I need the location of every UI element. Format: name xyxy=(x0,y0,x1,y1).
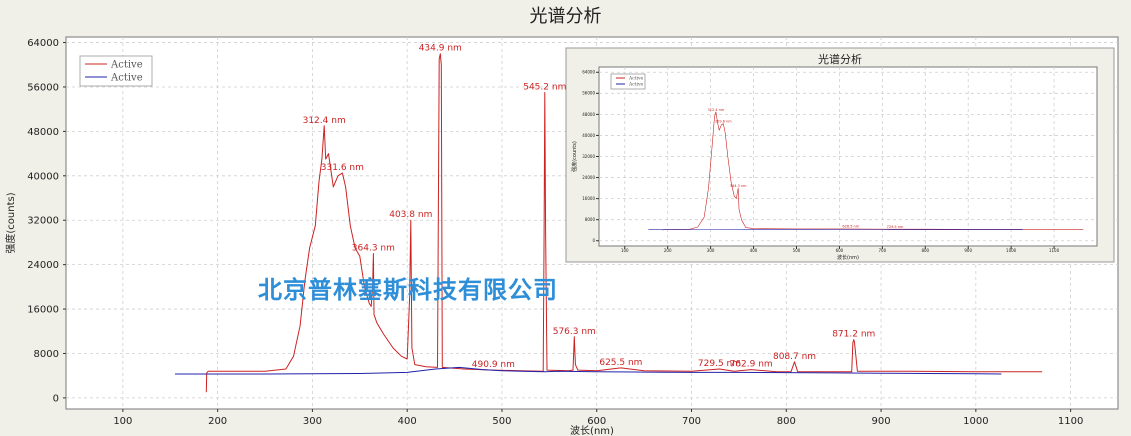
main-legend-label: Active xyxy=(110,73,143,84)
inset-x-tick-label: 100 xyxy=(621,248,629,253)
main-peak-label: 490.9 nm xyxy=(472,360,515,370)
main-series-line-2 xyxy=(175,366,1002,375)
main-x-axis-label: 波长(nm) xyxy=(570,424,614,436)
inset-y-tick-label: 24000 xyxy=(582,175,595,180)
inset-legend-label: Active xyxy=(628,82,644,88)
main-y-tick-label: 24000 xyxy=(27,260,59,271)
inset-y-tick-label: 8000 xyxy=(585,217,596,222)
main-legend: Active Active xyxy=(79,55,153,87)
main-series-line-1 xyxy=(205,53,1043,393)
main-peak-label: 331.6 nm xyxy=(321,163,364,173)
main-y-axis-label: 强度(counts) xyxy=(4,192,17,253)
main-peak-label: 364.3 nm xyxy=(352,244,395,254)
main-y-tick-label: 64000 xyxy=(27,38,59,49)
inset-peak-label: 729.5 nm xyxy=(887,225,904,229)
main-x-tick-label: 300 xyxy=(303,416,322,427)
main-x-tick-label: 200 xyxy=(208,416,227,427)
main-peak-label: 871.2 nm xyxy=(832,330,875,340)
inset-peak-label: 329.6 nm xyxy=(715,120,732,124)
main-peak-label: 434.9 nm xyxy=(419,44,462,54)
main-peak-label: 312.4 nm xyxy=(303,116,346,126)
company-watermark: 北京普林塞斯科技有限公司 xyxy=(258,276,558,304)
chart-title: 光谱分析 xyxy=(529,6,602,27)
inset-title: 光谱分析 xyxy=(818,52,862,66)
inset-x-tick-label: 900 xyxy=(964,248,972,253)
main-peak-label: 576.3 nm xyxy=(553,327,596,337)
inset-peak-label: 364.3 nm xyxy=(730,184,747,188)
inset-x-axis-label: 波长(nm) xyxy=(837,254,859,261)
inset-y-tick-label: 64000 xyxy=(582,70,595,75)
main-y-tick-label: 32000 xyxy=(27,216,59,227)
inset-x-tick-label: 1000 xyxy=(1006,248,1017,253)
inset-panel: 光谱分析 100 200 300 400 500 600 700 800 900 1000 1100 0… xyxy=(565,47,1115,263)
main-x-tick-label: 400 xyxy=(398,416,417,427)
inset-chart: 100 200 300 400 500 600 700 800 900 1000 1100 0 8000… xyxy=(571,66,1098,261)
main-y-tick-label: 16000 xyxy=(27,305,59,316)
inset-x-tick-label: 700 xyxy=(879,248,887,253)
inset-y-tick-label: 32000 xyxy=(582,154,595,159)
main-legend-label: Active xyxy=(110,60,143,71)
inset-legend-label: Active xyxy=(628,76,644,82)
inset-peak-label: 626.5 nm xyxy=(842,225,859,229)
main-y-tick-label: 56000 xyxy=(27,82,59,93)
main-y-tick-label: 48000 xyxy=(27,127,59,138)
main-x-tick-label: 100 xyxy=(113,416,132,427)
main-x-tick-label: 900 xyxy=(872,416,891,427)
inset-y-axis-label: 强度(counts) xyxy=(571,141,578,172)
inset-peak-label: 312.4 nm xyxy=(708,108,725,112)
inset-x-tick-label: 500 xyxy=(793,248,801,253)
inset-y-tick-label: 40000 xyxy=(582,133,595,138)
inset-y-tick-label: 16000 xyxy=(582,196,595,201)
main-peak-label: 762.9 nm xyxy=(730,360,773,370)
main-x-tick-label: 500 xyxy=(492,416,511,427)
inset-x-tick-label: 200 xyxy=(664,248,672,253)
inset-x-tick-label: 1100 xyxy=(1049,248,1060,253)
main-y-tick-label: 8000 xyxy=(34,349,59,360)
inset-x-tick-label: 800 xyxy=(921,248,929,253)
inset-y-tick-label: 56000 xyxy=(582,91,595,96)
main-x-tick-label: 1000 xyxy=(963,416,988,427)
main-peak-label: 625.5 nm xyxy=(599,358,642,368)
main-x-tick-label: 700 xyxy=(682,416,701,427)
main-peak-label: 403.8 nm xyxy=(389,210,432,220)
inset-x-tick-label: 400 xyxy=(750,248,758,253)
main-x-tick-label: 800 xyxy=(777,416,796,427)
inset-x-tick-label: 600 xyxy=(836,248,844,253)
main-y-tick-label: 0 xyxy=(53,393,59,404)
inset-series-line-1 xyxy=(662,111,1084,231)
main-peak-label: 729.5 nm xyxy=(698,359,741,369)
main-peak-label: 545.2 nm xyxy=(523,83,566,93)
main-x-tick-label: 1100 xyxy=(1058,416,1083,427)
inset-y-tick-label: 0 xyxy=(592,238,595,243)
main-x-tick-label: 600 xyxy=(587,416,606,427)
main-y-tick-label: 40000 xyxy=(27,171,59,182)
inset-x-tick-label: 300 xyxy=(707,248,715,253)
inset-y-tick-label: 48000 xyxy=(582,112,595,117)
main-peak-label: 808.7 nm xyxy=(773,352,816,362)
main-legend-box xyxy=(79,55,153,87)
